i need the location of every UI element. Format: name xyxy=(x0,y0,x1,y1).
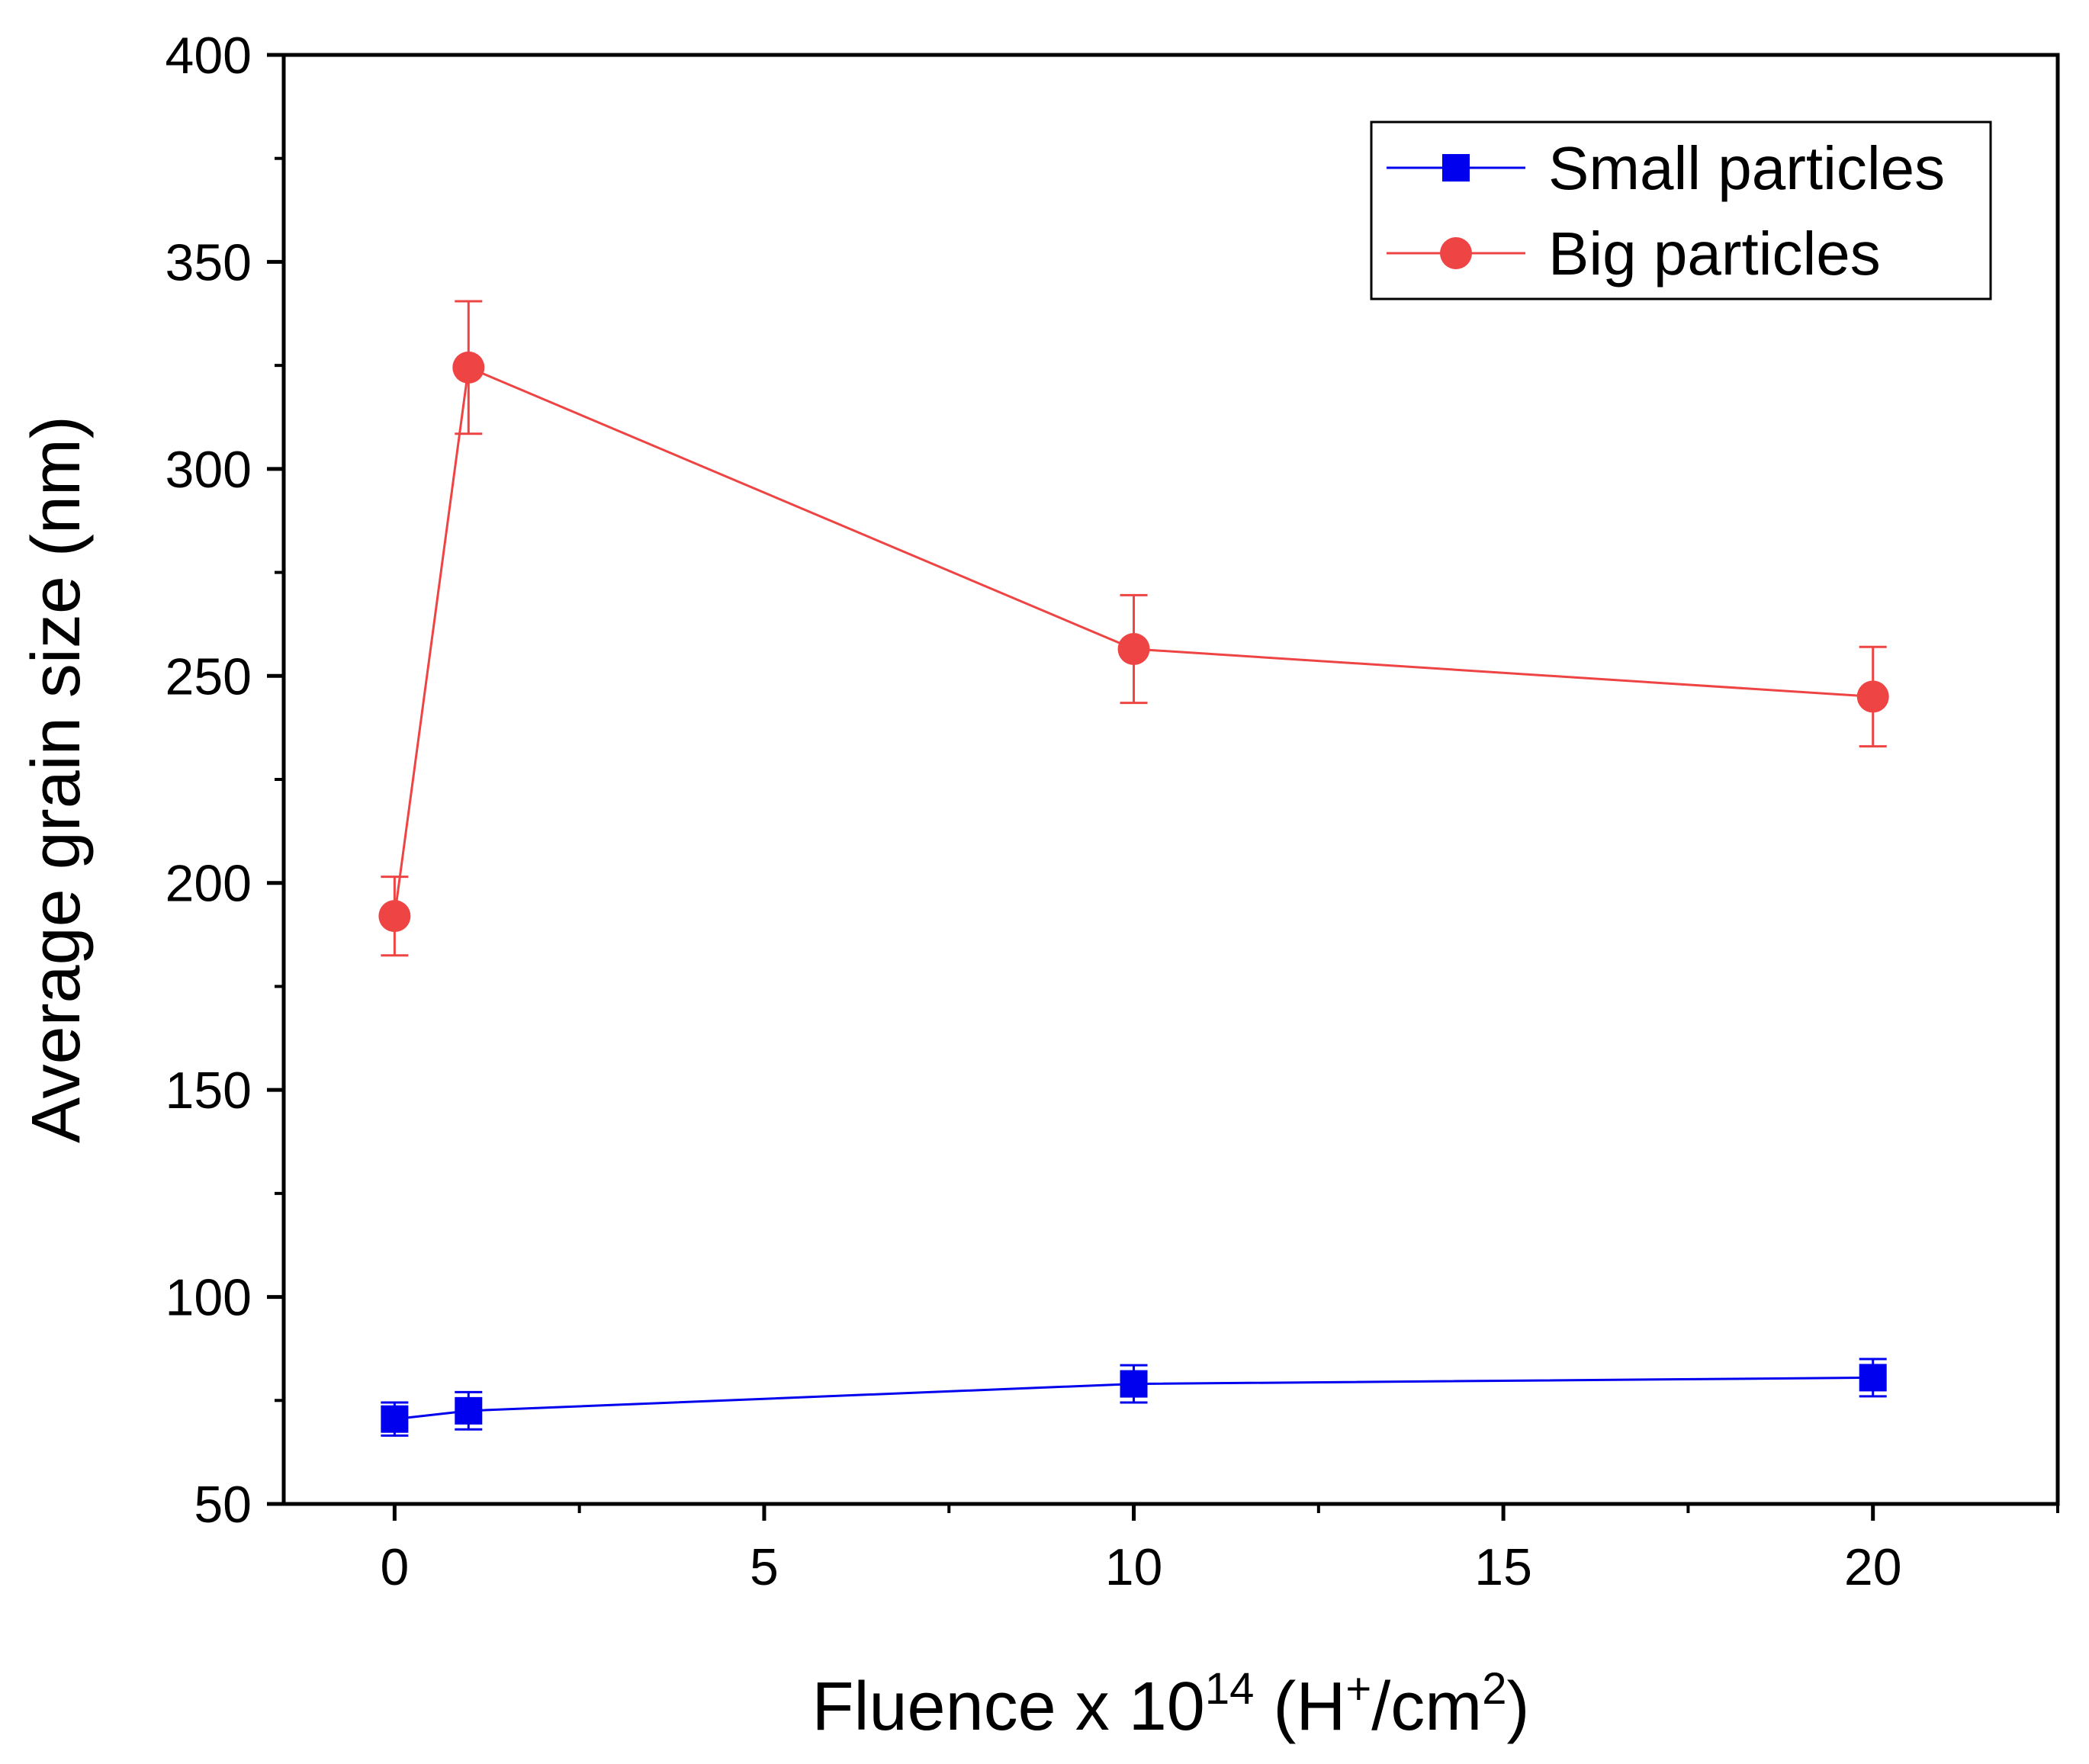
x-tick-label: 20 xyxy=(1844,1538,1902,1596)
x-axis-title-square: 2 xyxy=(1482,1664,1506,1714)
data-point-small-particles xyxy=(381,1405,409,1433)
y-tick-label: 200 xyxy=(166,855,252,913)
x-axis-title-base: Fluence x 10 xyxy=(812,1669,1205,1745)
y-tick-label: 400 xyxy=(166,27,252,85)
y-axis-ticks: 50 100 150 200 250 300 350 400 xyxy=(166,27,284,1534)
data-point-small-particles xyxy=(455,1396,483,1425)
plot-series xyxy=(378,300,1889,1437)
y-tick-label: 300 xyxy=(166,441,252,499)
y-tick-label: 350 xyxy=(166,233,252,291)
x-tick-label: 5 xyxy=(750,1538,779,1596)
y-tick-label: 50 xyxy=(194,1476,252,1534)
y-tick-label: 250 xyxy=(166,647,252,705)
x-axis-ticks: 0 5 10 15 20 xyxy=(380,1504,2059,1596)
x-axis-title-ion-charge: + xyxy=(1345,1664,1371,1714)
x-axis-title: Fluence x 1014 (H+/cm2) xyxy=(812,1664,1530,1745)
x-tick-label: 0 xyxy=(380,1538,409,1596)
series-small-particles xyxy=(381,1358,1887,1437)
legend-box xyxy=(1370,120,1992,300)
y-tick-label: 100 xyxy=(166,1269,252,1327)
x-tick-label: 10 xyxy=(1105,1538,1163,1596)
series-line-big-particles xyxy=(393,365,1873,917)
plot-frame xyxy=(281,53,2060,1506)
data-point-big-particles xyxy=(1117,633,1150,665)
legend-marker-big-particles xyxy=(1440,237,1472,269)
series-big-particles xyxy=(378,300,1889,957)
data-point-big-particles xyxy=(1856,680,1889,713)
x-axis-title-open: (H xyxy=(1254,1669,1345,1745)
x-tick-label: 15 xyxy=(1474,1538,1532,1596)
series-line-small-particles xyxy=(394,1376,1873,1421)
y-axis-title: Average grain size (nm) xyxy=(18,416,95,1143)
y-tick-label: 150 xyxy=(166,1062,252,1120)
data-point-small-particles xyxy=(1120,1370,1148,1398)
data-point-big-particles xyxy=(378,900,411,933)
legend-label-big-particles: Big particles xyxy=(1548,220,1881,288)
legend: Small particles Big particles xyxy=(1370,120,1992,300)
x-axis-title-close: ) xyxy=(1506,1669,1529,1745)
x-axis-title-unit: /cm xyxy=(1371,1669,1482,1745)
data-point-small-particles xyxy=(1859,1364,1887,1392)
x-axis-title-exponent: 14 xyxy=(1205,1664,1255,1714)
legend-label-small-particles: Small particles xyxy=(1548,134,1945,202)
legend-marker-small-particles xyxy=(1442,154,1470,182)
data-point-big-particles xyxy=(452,351,485,384)
